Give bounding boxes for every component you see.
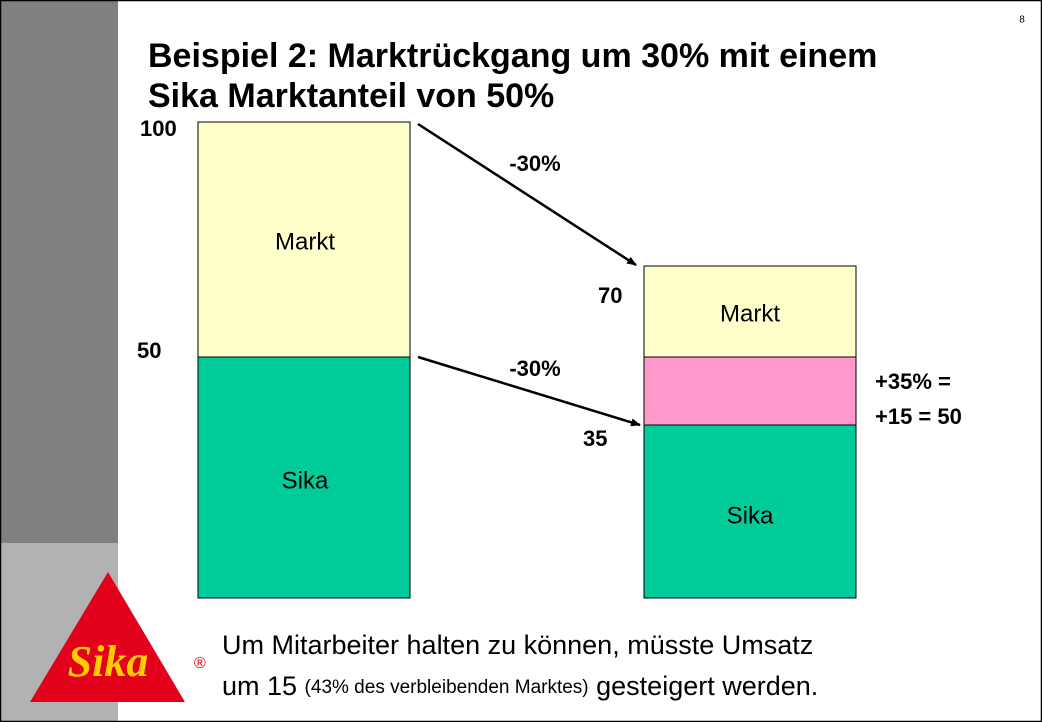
value-label: 100 <box>140 116 177 141</box>
page-number: 8 <box>1019 15 1025 26</box>
arrow-label: -30% <box>509 356 560 381</box>
side-strip <box>1 1 118 543</box>
logo-text: Sika <box>68 637 149 686</box>
gap-note: +35% = <box>875 369 951 394</box>
segment-label: Markt <box>720 300 780 327</box>
footer-text: gesteigert werden. <box>589 671 819 701</box>
value-label: 35 <box>583 426 607 451</box>
segment-label: Markt <box>275 228 335 255</box>
sika-segment <box>197 356 411 599</box>
arrow <box>417 122 637 267</box>
value-label: 70 <box>598 283 622 308</box>
arrow <box>417 355 641 427</box>
value-label: 50 <box>137 338 161 363</box>
logo-mark: ® <box>194 655 206 672</box>
segment-label: Sika <box>282 467 329 494</box>
footer-small: (43% des verbleibenden Marktes) <box>305 677 589 698</box>
gap-segment <box>643 356 857 426</box>
segment-label: Sika <box>727 502 774 529</box>
market-segment <box>197 121 411 358</box>
title-line: Sika Marktanteil von 50% <box>148 77 554 115</box>
footer-text: um 15 <box>222 671 305 701</box>
sika-segment <box>643 424 857 599</box>
title-line: Beispiel 2: Marktrückgang um 30% mit ein… <box>148 37 877 75</box>
market-segment <box>643 265 857 358</box>
arrow-label: -30% <box>509 151 560 176</box>
logo-triangle <box>30 572 185 702</box>
gap-note: +15 = 50 <box>875 404 962 429</box>
footer-line: Um Mitarbeiter halten zu können, müsste … <box>222 630 813 660</box>
footer-line: um 15 (43% des verbleibenden Marktes) ge… <box>222 671 818 701</box>
